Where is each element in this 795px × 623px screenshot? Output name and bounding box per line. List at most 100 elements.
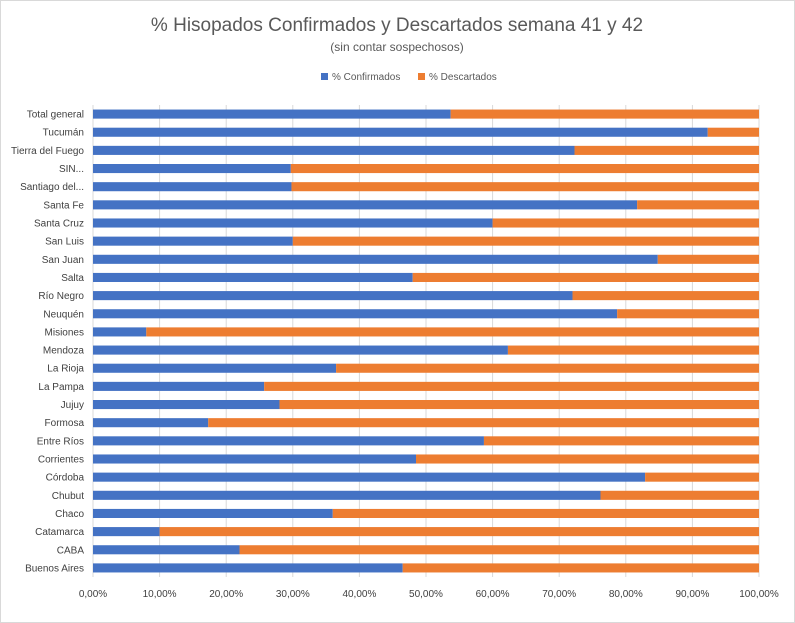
bar-descartados <box>146 327 759 337</box>
x-tick-label: 100,00% <box>739 589 779 600</box>
category-label: Córdoba <box>46 473 85 484</box>
legend-label: % Descartados <box>429 72 497 83</box>
category-label: La Rioja <box>47 364 84 375</box>
x-tick-label: 0,00% <box>79 589 107 600</box>
bar-confirmados <box>93 145 575 155</box>
category-label: Jujuy <box>61 400 84 411</box>
bar-descartados <box>637 200 759 210</box>
category-label: Catamarca <box>35 527 84 538</box>
category-label: San Luis <box>45 237 84 248</box>
bar-descartados <box>492 218 759 228</box>
category-label: Formosa <box>45 418 85 429</box>
x-tick-label: 10,00% <box>143 589 177 600</box>
category-label: Total general <box>27 110 84 121</box>
bar-descartados <box>600 490 759 500</box>
bar-descartados <box>617 309 759 319</box>
category-label: CABA <box>57 545 85 556</box>
chart-legend: % Confirmados % Descartados <box>321 72 497 83</box>
bar-confirmados <box>93 418 209 428</box>
bar-descartados <box>239 545 759 555</box>
category-label: Santa Cruz <box>34 219 84 230</box>
bar-confirmados <box>93 381 265 391</box>
bar-confirmados <box>93 363 337 373</box>
bar-confirmados <box>93 200 638 210</box>
bar-descartados <box>290 164 759 174</box>
bar-descartados <box>292 236 759 246</box>
chart-subtitle: (sin contar sospechosos) <box>330 40 463 54</box>
bar-descartados <box>264 381 759 391</box>
legend-swatch <box>321 73 328 80</box>
bar-descartados <box>291 182 759 192</box>
bar-confirmados <box>93 109 451 119</box>
bar-confirmados <box>93 182 292 192</box>
x-tick-label: 90,00% <box>675 589 709 600</box>
bar-confirmados <box>93 236 293 246</box>
bar-confirmados <box>93 490 601 500</box>
bar-confirmados <box>93 272 413 282</box>
bar-descartados <box>507 345 759 355</box>
bar-confirmados <box>93 127 708 137</box>
category-label: SIN... <box>59 164 84 175</box>
bar-descartados <box>279 400 759 410</box>
bar-confirmados <box>93 400 280 410</box>
x-tick-label: 50,00% <box>409 589 443 600</box>
bar-confirmados <box>93 164 291 174</box>
bar-confirmados <box>93 327 147 337</box>
category-label: San Juan <box>42 255 84 266</box>
bar-descartados <box>412 272 759 282</box>
bar-descartados <box>159 527 760 537</box>
x-tick-label: 20,00% <box>209 589 243 600</box>
category-label: Santiago del... <box>20 182 84 193</box>
bar-confirmados <box>93 527 160 537</box>
category-label: Chubut <box>52 491 84 502</box>
bar-descartados <box>572 291 759 301</box>
bar-group <box>93 109 760 573</box>
category-label: Tierra del Fuego <box>11 146 84 157</box>
category-label: Corrientes <box>38 455 84 466</box>
category-label: Entre Ríos <box>37 436 84 447</box>
gridlines <box>92 105 760 577</box>
category-label: Salta <box>61 273 84 284</box>
bar-confirmados <box>93 508 333 518</box>
bar-descartados <box>416 454 759 464</box>
category-axis: Total general Tucumán Tierra del Fuego SIN.… <box>11 110 84 575</box>
bar-descartados <box>574 145 759 155</box>
legend-label: % Confirmados <box>332 72 400 83</box>
category-label: La Pampa <box>38 382 84 393</box>
x-tick-label: 30,00% <box>276 589 310 600</box>
bar-confirmados <box>93 218 493 228</box>
bar-descartados <box>208 418 759 428</box>
category-label: Buenos Aires <box>25 563 84 574</box>
bar-confirmados <box>93 254 658 264</box>
x-tick-label: 70,00% <box>542 589 576 600</box>
category-label: Santa Fe <box>43 200 84 211</box>
category-label: Misiones <box>45 327 84 338</box>
x-tick-label: 60,00% <box>476 589 510 600</box>
bar-confirmados <box>93 291 573 301</box>
bar-descartados <box>336 363 759 373</box>
category-label: Tucumán <box>43 128 84 139</box>
bar-descartados <box>657 254 759 264</box>
category-label: Mendoza <box>43 346 85 357</box>
bar-descartados <box>483 436 759 446</box>
bar-confirmados <box>93 545 240 555</box>
bar-descartados <box>707 127 759 137</box>
legend-swatch <box>418 73 425 80</box>
x-tick-label: 80,00% <box>609 589 643 600</box>
bar-confirmados <box>93 454 417 464</box>
bar-descartados <box>645 472 759 482</box>
x-tick-label: 40,00% <box>342 589 376 600</box>
bar-descartados <box>332 508 759 518</box>
bar-descartados <box>402 563 759 573</box>
bar-descartados <box>450 109 759 119</box>
bar-confirmados <box>93 345 508 355</box>
chart-title: % Hisopados Confirmados y Descartados se… <box>151 15 643 36</box>
bar-confirmados <box>93 309 618 319</box>
category-label: Río Negro <box>38 291 84 302</box>
value-axis: 0,00% 10,00% 20,00% 30,00% 40,00% 50,00% 60,00… <box>79 589 779 600</box>
bar-confirmados <box>93 563 403 573</box>
category-label: Neuquén <box>43 309 84 320</box>
bar-confirmados <box>93 472 646 482</box>
